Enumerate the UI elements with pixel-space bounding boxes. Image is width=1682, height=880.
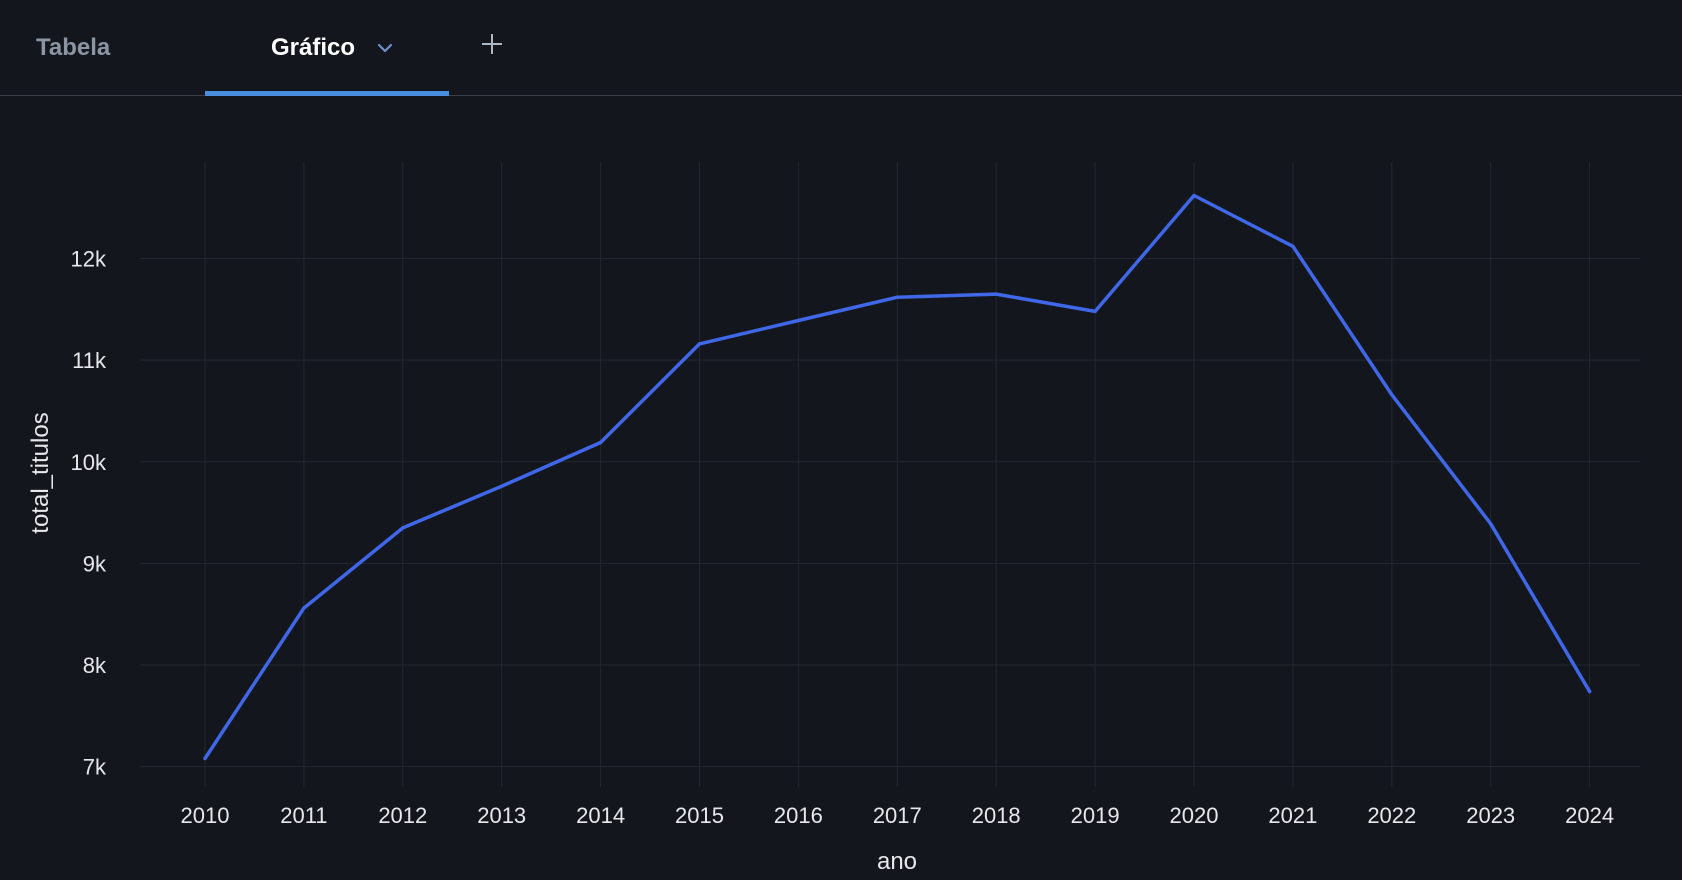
chart-area: 7k 8k 9k 10k 11k 12k 2010 2011 2012 2013 2014 2015… [0, 97, 1682, 880]
data-point [1192, 193, 1196, 198]
x-tick-label: 2022 [1367, 803, 1416, 828]
x-tick-label: 2012 [378, 803, 427, 828]
series-lines [203, 193, 1592, 761]
y-tick-label: 8k [83, 653, 107, 678]
active-tab-indicator [205, 91, 449, 96]
data-point [203, 756, 207, 761]
data-point [895, 295, 899, 299]
y-axis-ticks: 7k 8k 9k 10k 11k 12k [71, 247, 107, 780]
x-tick-label: 2013 [477, 803, 526, 828]
x-tick-label: 2016 [774, 803, 823, 828]
x-axis-label: ano [877, 848, 917, 875]
plus-icon [482, 34, 502, 54]
data-point [1390, 393, 1394, 397]
x-tick-label: 2021 [1268, 803, 1317, 828]
data-point [796, 318, 801, 323]
data-point [1291, 244, 1295, 248]
tab-tabela[interactable]: Tabela [36, 0, 110, 96]
x-tick-label: 2024 [1565, 803, 1614, 828]
x-tick-label: 2019 [1071, 803, 1120, 828]
x-axis-ticks: 2010 2011 2012 2013 2014 2015 2016 2017 2018 2019… [181, 803, 1615, 828]
tab-grafico-label: Gráfico [271, 34, 356, 61]
add-tab-button[interactable] [478, 30, 506, 58]
grid-lines [140, 162, 1640, 787]
x-tick-label: 2011 [280, 803, 327, 828]
x-tick-label: 2018 [972, 803, 1021, 828]
tab-tabela-label: Tabela [36, 34, 111, 61]
data-point [1093, 309, 1097, 313]
x-tick-label: 2010 [181, 803, 230, 828]
y-tick-label: 11k [72, 348, 107, 373]
x-tick-label: 2017 [873, 803, 922, 828]
y-tick-label: 7k [83, 755, 107, 780]
data-point [500, 484, 504, 488]
data-point [1588, 689, 1592, 694]
data-point [401, 526, 405, 530]
chevron-down-icon[interactable] [377, 43, 393, 53]
data-point [697, 342, 702, 346]
x-tick-label: 2023 [1466, 803, 1515, 828]
data-point [1489, 522, 1493, 526]
x-tick-label: 2020 [1170, 803, 1219, 828]
tab-bar: Tabela Gráfico [0, 0, 1682, 96]
y-tick-label: 9k [83, 551, 107, 576]
x-tick-label: 2014 [576, 803, 625, 828]
data-point [994, 292, 998, 296]
tab-grafico[interactable]: Gráfico [205, 0, 449, 96]
data-point [599, 440, 603, 445]
line-chart: 7k 8k 9k 10k 11k 12k 2010 2011 2012 2013 2014 2015… [27, 162, 1640, 875]
data-point [302, 606, 306, 610]
y-tick-label: 12k [71, 247, 107, 272]
y-tick-label: 10k [71, 450, 107, 475]
y-axis-label: total_titulos [27, 412, 54, 533]
x-tick-label: 2015 [675, 803, 724, 828]
